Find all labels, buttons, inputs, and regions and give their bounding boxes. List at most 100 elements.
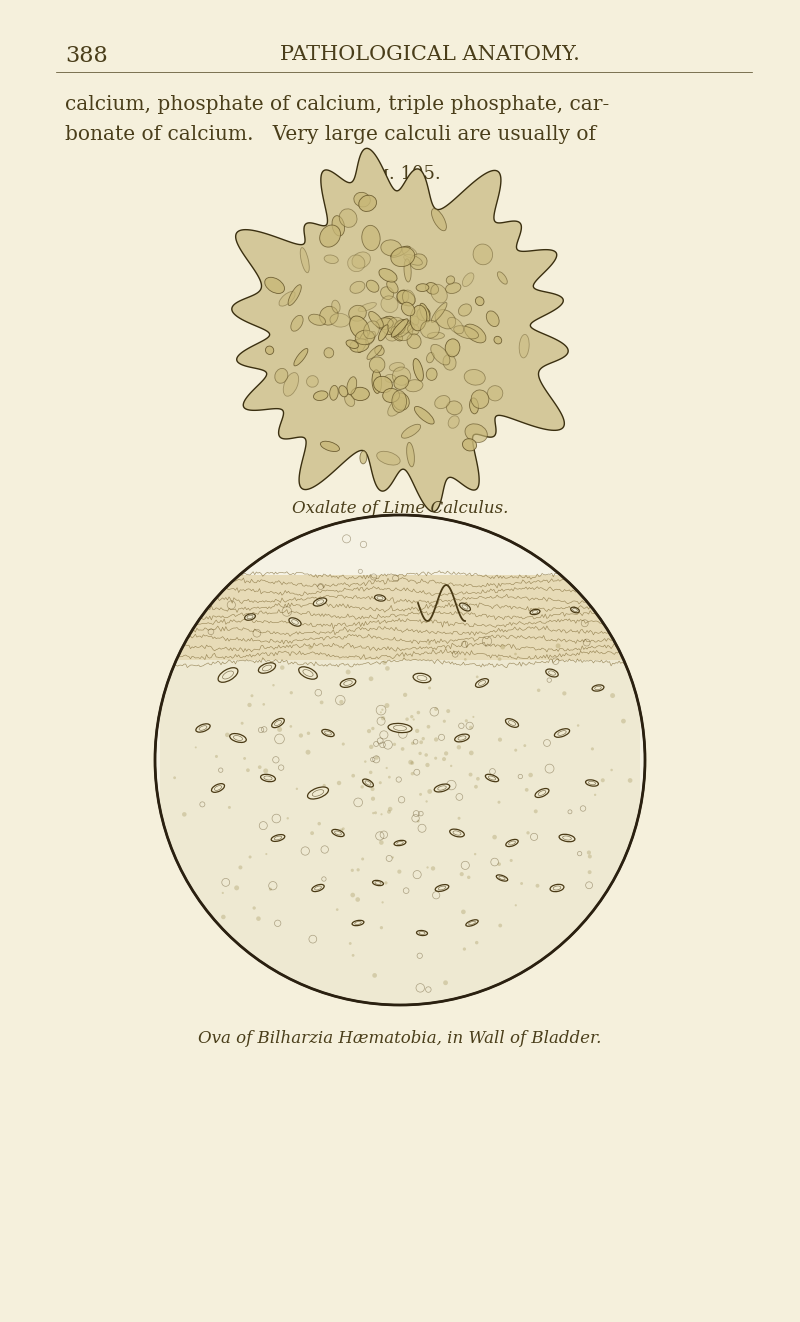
Circle shape <box>385 666 390 670</box>
Circle shape <box>457 746 461 750</box>
Circle shape <box>194 747 197 748</box>
Ellipse shape <box>454 734 470 742</box>
Ellipse shape <box>349 305 366 321</box>
Ellipse shape <box>426 368 437 381</box>
Circle shape <box>385 703 390 709</box>
Ellipse shape <box>446 401 462 415</box>
Circle shape <box>406 718 409 720</box>
Circle shape <box>247 703 252 707</box>
Ellipse shape <box>274 369 288 383</box>
Ellipse shape <box>473 245 493 264</box>
Ellipse shape <box>381 239 402 256</box>
Ellipse shape <box>394 841 406 846</box>
Ellipse shape <box>486 311 499 327</box>
Ellipse shape <box>391 319 408 337</box>
Ellipse shape <box>320 225 341 247</box>
Ellipse shape <box>346 340 358 349</box>
Circle shape <box>577 724 579 727</box>
Circle shape <box>535 884 539 887</box>
Circle shape <box>426 724 430 728</box>
Circle shape <box>250 694 254 697</box>
Circle shape <box>534 809 538 813</box>
Ellipse shape <box>464 369 486 385</box>
Ellipse shape <box>339 209 357 227</box>
Ellipse shape <box>446 276 454 284</box>
Ellipse shape <box>407 333 421 349</box>
Circle shape <box>339 829 343 833</box>
Ellipse shape <box>506 719 518 727</box>
Ellipse shape <box>390 362 404 371</box>
Ellipse shape <box>306 375 318 387</box>
Ellipse shape <box>466 920 478 927</box>
Ellipse shape <box>402 247 417 258</box>
Ellipse shape <box>447 317 464 333</box>
Circle shape <box>510 859 513 862</box>
Ellipse shape <box>358 196 377 212</box>
Circle shape <box>434 707 438 711</box>
Ellipse shape <box>350 338 369 352</box>
Circle shape <box>298 734 303 738</box>
Ellipse shape <box>417 308 430 321</box>
Ellipse shape <box>404 259 411 282</box>
Ellipse shape <box>330 386 338 401</box>
Ellipse shape <box>309 315 326 325</box>
Circle shape <box>419 793 422 796</box>
Ellipse shape <box>410 316 419 325</box>
Circle shape <box>444 751 448 756</box>
Ellipse shape <box>434 784 450 792</box>
Ellipse shape <box>431 284 447 303</box>
Ellipse shape <box>458 304 471 316</box>
Circle shape <box>361 785 364 788</box>
Circle shape <box>594 793 596 796</box>
Ellipse shape <box>372 370 382 394</box>
Ellipse shape <box>261 775 275 781</box>
Ellipse shape <box>388 723 412 732</box>
Ellipse shape <box>462 272 474 287</box>
Circle shape <box>492 834 497 839</box>
Circle shape <box>537 689 541 691</box>
Circle shape <box>498 862 501 866</box>
Circle shape <box>434 738 438 742</box>
Ellipse shape <box>358 303 377 312</box>
Ellipse shape <box>374 595 386 602</box>
Ellipse shape <box>413 358 423 381</box>
Circle shape <box>411 742 414 746</box>
Circle shape <box>381 813 382 816</box>
Circle shape <box>306 731 310 735</box>
Ellipse shape <box>498 272 507 284</box>
Circle shape <box>397 726 400 730</box>
Circle shape <box>514 904 517 907</box>
Circle shape <box>369 771 373 775</box>
Ellipse shape <box>289 617 301 627</box>
Ellipse shape <box>230 734 246 743</box>
Polygon shape <box>232 148 568 512</box>
Circle shape <box>428 686 431 690</box>
Circle shape <box>442 758 446 761</box>
Ellipse shape <box>350 282 365 293</box>
Ellipse shape <box>427 332 445 340</box>
Ellipse shape <box>211 784 225 792</box>
Circle shape <box>346 669 350 674</box>
Ellipse shape <box>459 603 470 611</box>
Ellipse shape <box>272 718 284 727</box>
Circle shape <box>498 657 502 661</box>
Ellipse shape <box>408 324 419 334</box>
Ellipse shape <box>387 317 406 336</box>
Circle shape <box>426 866 429 869</box>
Ellipse shape <box>448 415 459 428</box>
Circle shape <box>442 719 446 723</box>
Ellipse shape <box>494 336 502 344</box>
Circle shape <box>498 801 501 804</box>
Ellipse shape <box>404 255 422 266</box>
Ellipse shape <box>445 338 460 357</box>
Circle shape <box>387 810 391 814</box>
Circle shape <box>465 719 468 722</box>
Ellipse shape <box>370 357 385 373</box>
Ellipse shape <box>405 379 423 391</box>
Circle shape <box>263 768 268 773</box>
Ellipse shape <box>332 215 345 235</box>
Text: PATHOLOGICAL ANATOMY.: PATHOLOGICAL ANATOMY. <box>280 45 580 63</box>
Circle shape <box>370 787 374 791</box>
Ellipse shape <box>385 374 396 382</box>
Ellipse shape <box>465 424 487 443</box>
